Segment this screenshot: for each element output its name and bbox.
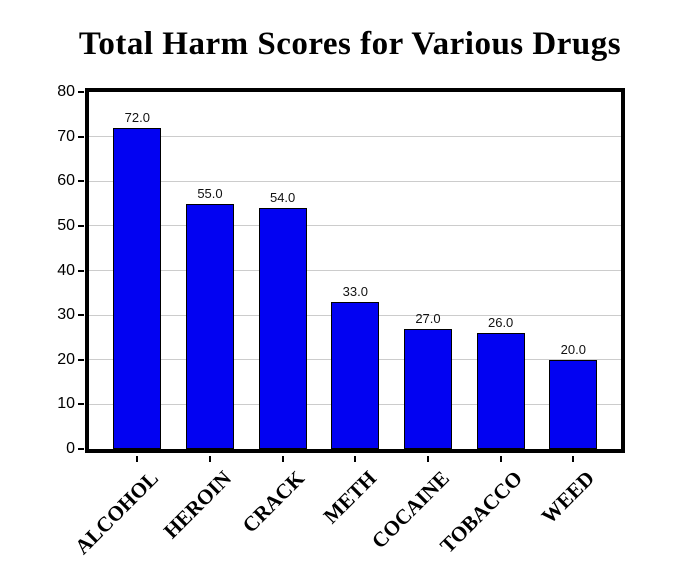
y-tick-label: 10 xyxy=(57,395,75,413)
gridline xyxy=(89,270,621,271)
bar xyxy=(476,332,525,449)
y-tick xyxy=(78,358,84,361)
x-axis-label: COCAINE xyxy=(366,466,454,554)
x-axis-label: HEROIN xyxy=(158,466,236,544)
y-tick-label: 30 xyxy=(57,306,75,324)
gridline xyxy=(89,225,621,227)
bar-value-label: 33.0 xyxy=(342,283,368,299)
y-tick xyxy=(78,269,84,272)
y-tick-label: 80 xyxy=(57,83,75,100)
bar-value-label: 27.0 xyxy=(415,310,441,326)
bar xyxy=(258,208,307,449)
y-tick-label: 20 xyxy=(57,350,75,368)
y-tick-label: 50 xyxy=(57,216,75,234)
y-tick-label: 0 xyxy=(66,440,75,457)
x-tick xyxy=(208,456,211,462)
x-tick xyxy=(426,456,429,462)
x-axis-label: METH xyxy=(318,466,382,529)
bar-value-label: 72.0 xyxy=(124,109,150,125)
x-tick xyxy=(136,456,139,462)
x-axis-label: ALCOHOL xyxy=(70,466,164,559)
x-axis-label: WEED xyxy=(536,466,600,529)
bar xyxy=(185,203,234,449)
x-tick xyxy=(499,456,502,462)
y-tick xyxy=(78,91,84,93)
y-tick xyxy=(78,314,84,317)
y-tick xyxy=(78,403,84,406)
bar-value-label: 55.0 xyxy=(197,185,223,201)
x-axis-label: TOBACCO xyxy=(434,466,527,558)
bar-value-label: 20.0 xyxy=(560,341,586,357)
bar xyxy=(331,301,380,449)
x-tick xyxy=(572,456,575,462)
y-tick xyxy=(78,135,84,138)
y-tick xyxy=(78,180,84,183)
chart-title: Total Harm Scores for Various Drugs xyxy=(78,26,622,62)
gridline xyxy=(89,136,621,138)
bar xyxy=(113,127,162,449)
gridline xyxy=(89,180,621,182)
bar-value-label: 54.0 xyxy=(269,190,296,206)
x-tick xyxy=(354,456,357,462)
y-tick xyxy=(78,224,84,227)
y-tick-label: 40 xyxy=(57,261,75,279)
bar xyxy=(549,359,598,449)
plot-area: 72.0 55.0 54.0 33.0 27.0 26.0 20.0 xyxy=(85,88,625,453)
x-axis-label: CRACK xyxy=(237,466,309,538)
y-tick-label: 60 xyxy=(57,172,75,190)
x-tick xyxy=(281,456,284,462)
y-tick xyxy=(78,448,84,450)
y-tick-label: 70 xyxy=(57,127,75,145)
bar-value-label: 26.0 xyxy=(487,314,514,330)
bar xyxy=(403,328,452,449)
